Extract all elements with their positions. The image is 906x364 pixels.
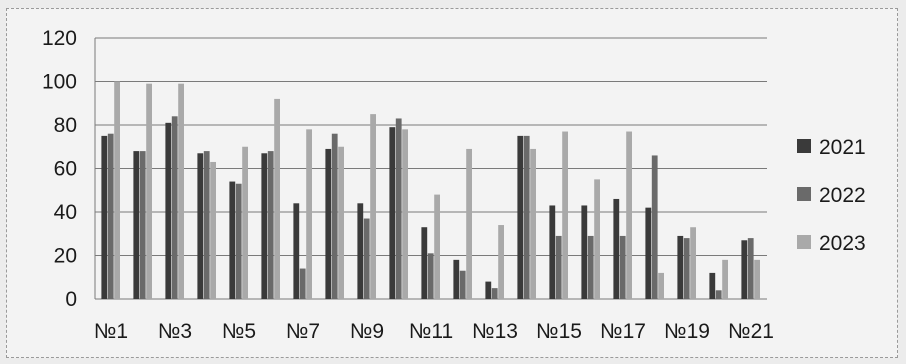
bar-2021-1	[101, 135, 108, 300]
bar-2022-7	[299, 268, 306, 299]
bar-2023-2	[146, 83, 152, 300]
y-tick-label: 80	[54, 114, 77, 137]
bar-2023-4	[210, 161, 216, 299]
y-axis: 0 20 40 60 80 100 120	[42, 27, 96, 311]
bar-2022-6	[267, 151, 274, 299]
bar-2021-6	[261, 153, 268, 299]
legend-label-2021: 2021	[819, 136, 866, 159]
bar-2021-14	[517, 135, 524, 300]
bar-2021-7	[293, 203, 300, 299]
bar-2021-12	[453, 259, 460, 299]
bar-2022-11	[427, 253, 434, 299]
bars	[101, 81, 760, 300]
legend-swatch-2023	[797, 235, 811, 249]
bar-2022-5	[235, 183, 242, 299]
bar-2023-17	[626, 131, 632, 299]
bar-2023-21	[754, 259, 760, 299]
bar-2021-10	[389, 127, 396, 300]
bar-2023-1	[114, 81, 120, 299]
bar-2022-15	[555, 235, 562, 299]
legend-swatch-2022	[797, 187, 811, 201]
x-tick-label: №21	[728, 320, 774, 343]
bar-2023-9	[370, 114, 376, 300]
y-tick-label: 60	[54, 158, 77, 181]
bar-2023-7	[306, 129, 312, 299]
bar-2022-12	[459, 270, 466, 299]
y-tick-label: 100	[42, 71, 77, 94]
bar-2021-18	[645, 207, 652, 299]
bar-2021-15	[549, 205, 556, 299]
bar-2022-1	[107, 133, 114, 299]
x-tick-label: №5	[222, 320, 256, 343]
bar-2023-12	[466, 148, 472, 299]
bar-2023-14	[530, 148, 536, 299]
bar-2022-8	[331, 133, 338, 299]
bar-2022-20	[715, 290, 722, 299]
bar-2023-15	[562, 131, 568, 299]
x-axis-labels: №1 №3 №5 №7 №9 №11 №13 №15 №17 №19 №21	[94, 320, 774, 343]
bar-2021-4	[197, 153, 204, 299]
bar-2021-17	[613, 198, 620, 299]
y-tick-label: 120	[42, 27, 77, 50]
bar-2022-18	[651, 155, 658, 299]
bar-2023-19	[690, 227, 696, 299]
bar-2023-8	[338, 146, 344, 299]
legend-label-2022: 2022	[819, 184, 866, 207]
bar-2022-21	[747, 238, 754, 299]
legend: 2021 2022 2023	[797, 136, 866, 255]
legend-swatch-2021	[797, 139, 811, 153]
x-tick-label: №11	[409, 320, 453, 343]
x-tick-label: №13	[472, 320, 518, 343]
bar-2023-18	[658, 272, 664, 299]
x-tick-label: №3	[158, 320, 192, 343]
bar-2021-16	[581, 205, 588, 299]
bar-2023-16	[594, 179, 600, 300]
chart-frame: 0 20 40 60 80 100 120 №1 №3 №5 №7 №9 №11 №13 №15 №17 №1…	[6, 8, 898, 358]
bar-2021-3	[165, 122, 172, 299]
y-tick-label: 0	[65, 288, 77, 311]
x-tick-label: №19	[664, 320, 710, 343]
x-tick-label: №7	[286, 320, 320, 343]
bar-2023-6	[274, 98, 280, 300]
bar-2022-19	[683, 238, 690, 299]
bar-2022-16	[587, 235, 594, 299]
bar-2022-17	[619, 235, 626, 299]
legend-label-2023: 2023	[819, 232, 866, 255]
bar-2023-10	[402, 129, 408, 299]
bar-2022-3	[171, 116, 178, 299]
bar-2021-8	[325, 148, 332, 299]
bar-2021-5	[229, 181, 236, 299]
bar-2021-2	[133, 151, 140, 299]
bar-2021-13	[485, 281, 492, 299]
bar-2021-19	[677, 235, 684, 299]
bar-2022-4	[203, 151, 210, 299]
x-tick-label: №17	[600, 320, 646, 343]
bar-2021-11	[421, 227, 428, 299]
bar-2021-21	[741, 240, 748, 299]
x-tick-label: №15	[536, 320, 582, 343]
bar-2023-11	[434, 194, 440, 299]
x-tick-label: №1	[94, 320, 128, 343]
bar-2023-3	[178, 83, 184, 300]
bar-2022-2	[139, 151, 146, 299]
y-tick-label: 40	[54, 201, 77, 224]
bar-2021-9	[357, 203, 364, 299]
bar-2023-20	[722, 259, 728, 299]
bar-2022-14	[523, 135, 530, 300]
y-tick-label: 20	[54, 245, 77, 268]
bar-2023-5	[242, 146, 248, 299]
x-tick-label: №9	[350, 320, 384, 343]
bar-2022-13	[491, 288, 498, 300]
bar-2022-10	[395, 118, 402, 299]
bar-2023-13	[498, 225, 504, 299]
bar-2022-9	[363, 218, 370, 299]
bar-2021-20	[709, 272, 716, 299]
